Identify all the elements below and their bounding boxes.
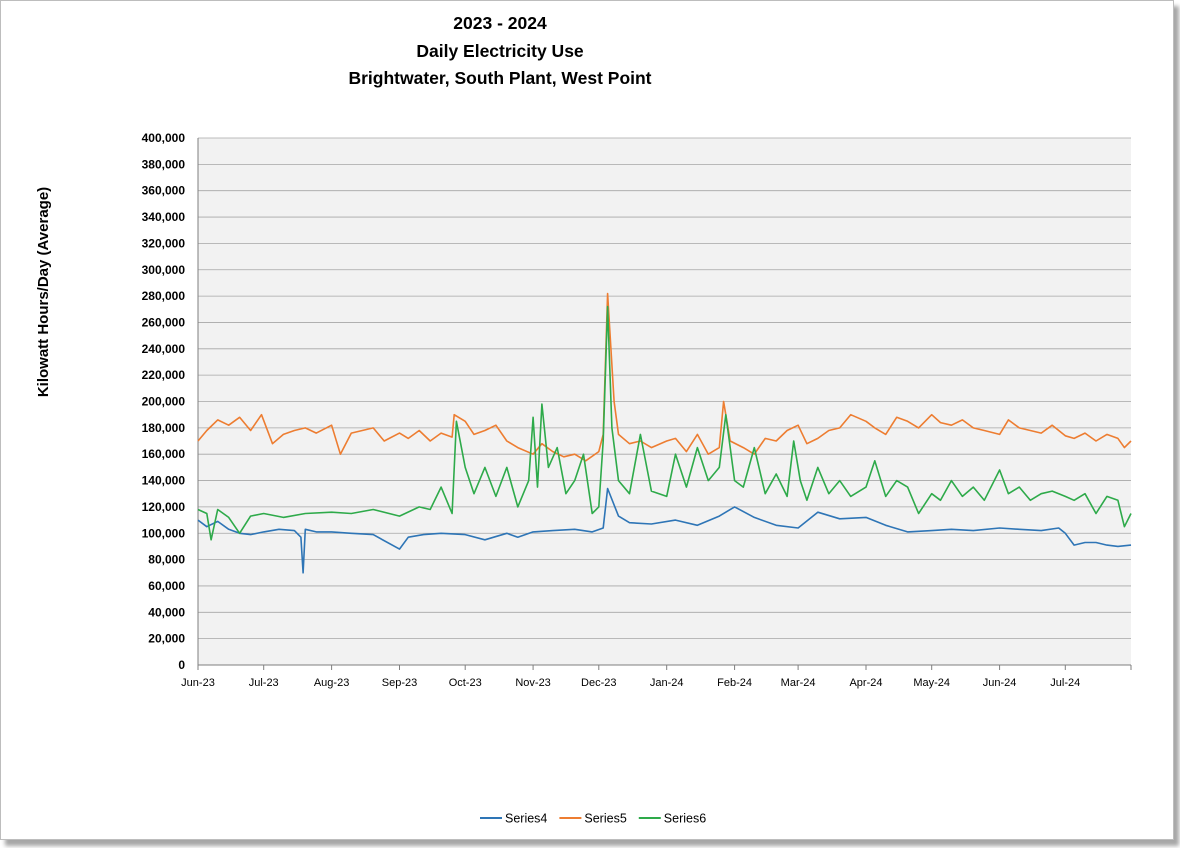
legend: Series4 Series5 Series6: [480, 812, 706, 826]
y-tick-label: 120,000: [142, 500, 186, 514]
y-tick-label: 60,000: [148, 579, 185, 593]
x-tick-label: Jun-23: [181, 677, 215, 689]
chart-title-line-3: Brightwater, South Plant, West Point: [348, 68, 651, 88]
x-axis-ticks: Jun-23 Jul-23 Aug-23 Sep-23 Oct-23 Nov-23 Dec-…: [181, 665, 1132, 689]
y-tick-label: 340,000: [142, 210, 186, 224]
x-tick-label: Feb-24: [717, 677, 752, 689]
y-tick-label: 380,000: [142, 157, 186, 171]
y-tick-label: 140,000: [142, 474, 186, 488]
legend-label-series5: Series5: [584, 812, 626, 826]
y-tick-label: 160,000: [142, 447, 186, 461]
gridlines: [198, 137, 1131, 640]
series-line-series5: [197, 292, 1132, 462]
x-tick-label: Nov-23: [515, 677, 550, 689]
y-tick-label: 260,000: [142, 315, 186, 329]
x-tick-label: Mar-24: [781, 677, 816, 689]
y-axis-ticks: 0 20,000 40,000 60,000 80,000 100,000 120,000 1…: [142, 131, 186, 672]
y-tick-label: 180,000: [142, 421, 186, 435]
y-tick-label: 400,000: [142, 131, 186, 145]
y-tick-label: 80,000: [148, 553, 185, 567]
legend-label-series4: Series4: [505, 812, 547, 826]
x-tick-label: Apr-24: [849, 677, 882, 689]
legend-label-series6: Series6: [664, 812, 706, 826]
chart-title-line-2: Daily Electricity Use: [416, 41, 584, 61]
y-tick-label: 40,000: [148, 605, 185, 619]
x-tick-label: Aug-23: [314, 677, 349, 689]
series-line-series6: [197, 305, 1132, 541]
x-tick-label: Jan-24: [650, 677, 684, 689]
y-tick-label: 320,000: [142, 236, 186, 250]
y-tick-label: 300,000: [142, 263, 186, 277]
x-tick-label: Oct-23: [449, 677, 482, 689]
y-tick-label: 280,000: [142, 289, 186, 303]
y-tick-label: 20,000: [148, 632, 185, 646]
y-tick-label: 0: [178, 658, 185, 672]
chart-title: 2023 - 2024 Daily Electricity Use Bright…: [348, 13, 651, 88]
x-tick-label: May-24: [913, 677, 950, 689]
series-line-series4: [197, 487, 1132, 574]
y-axis-label: Kilowatt Hours/Day (Average): [35, 187, 52, 397]
x-tick-label: Dec-23: [581, 677, 616, 689]
y-tick-label: 360,000: [142, 184, 186, 198]
series-lines: [197, 292, 1132, 574]
chart-title-line-1: 2023 - 2024: [453, 13, 547, 33]
x-tick-label: Jul-23: [249, 677, 279, 689]
y-tick-label: 100,000: [142, 526, 186, 540]
axes: [197, 138, 1131, 666]
x-tick-label: Jul-24: [1050, 677, 1080, 689]
y-tick-label: 240,000: [142, 342, 186, 356]
y-tick-label: 220,000: [142, 368, 186, 382]
y-tick-label: 200,000: [142, 395, 186, 409]
x-tick-label: Jun-24: [983, 677, 1017, 689]
x-tick-label: Sep-23: [382, 677, 417, 689]
